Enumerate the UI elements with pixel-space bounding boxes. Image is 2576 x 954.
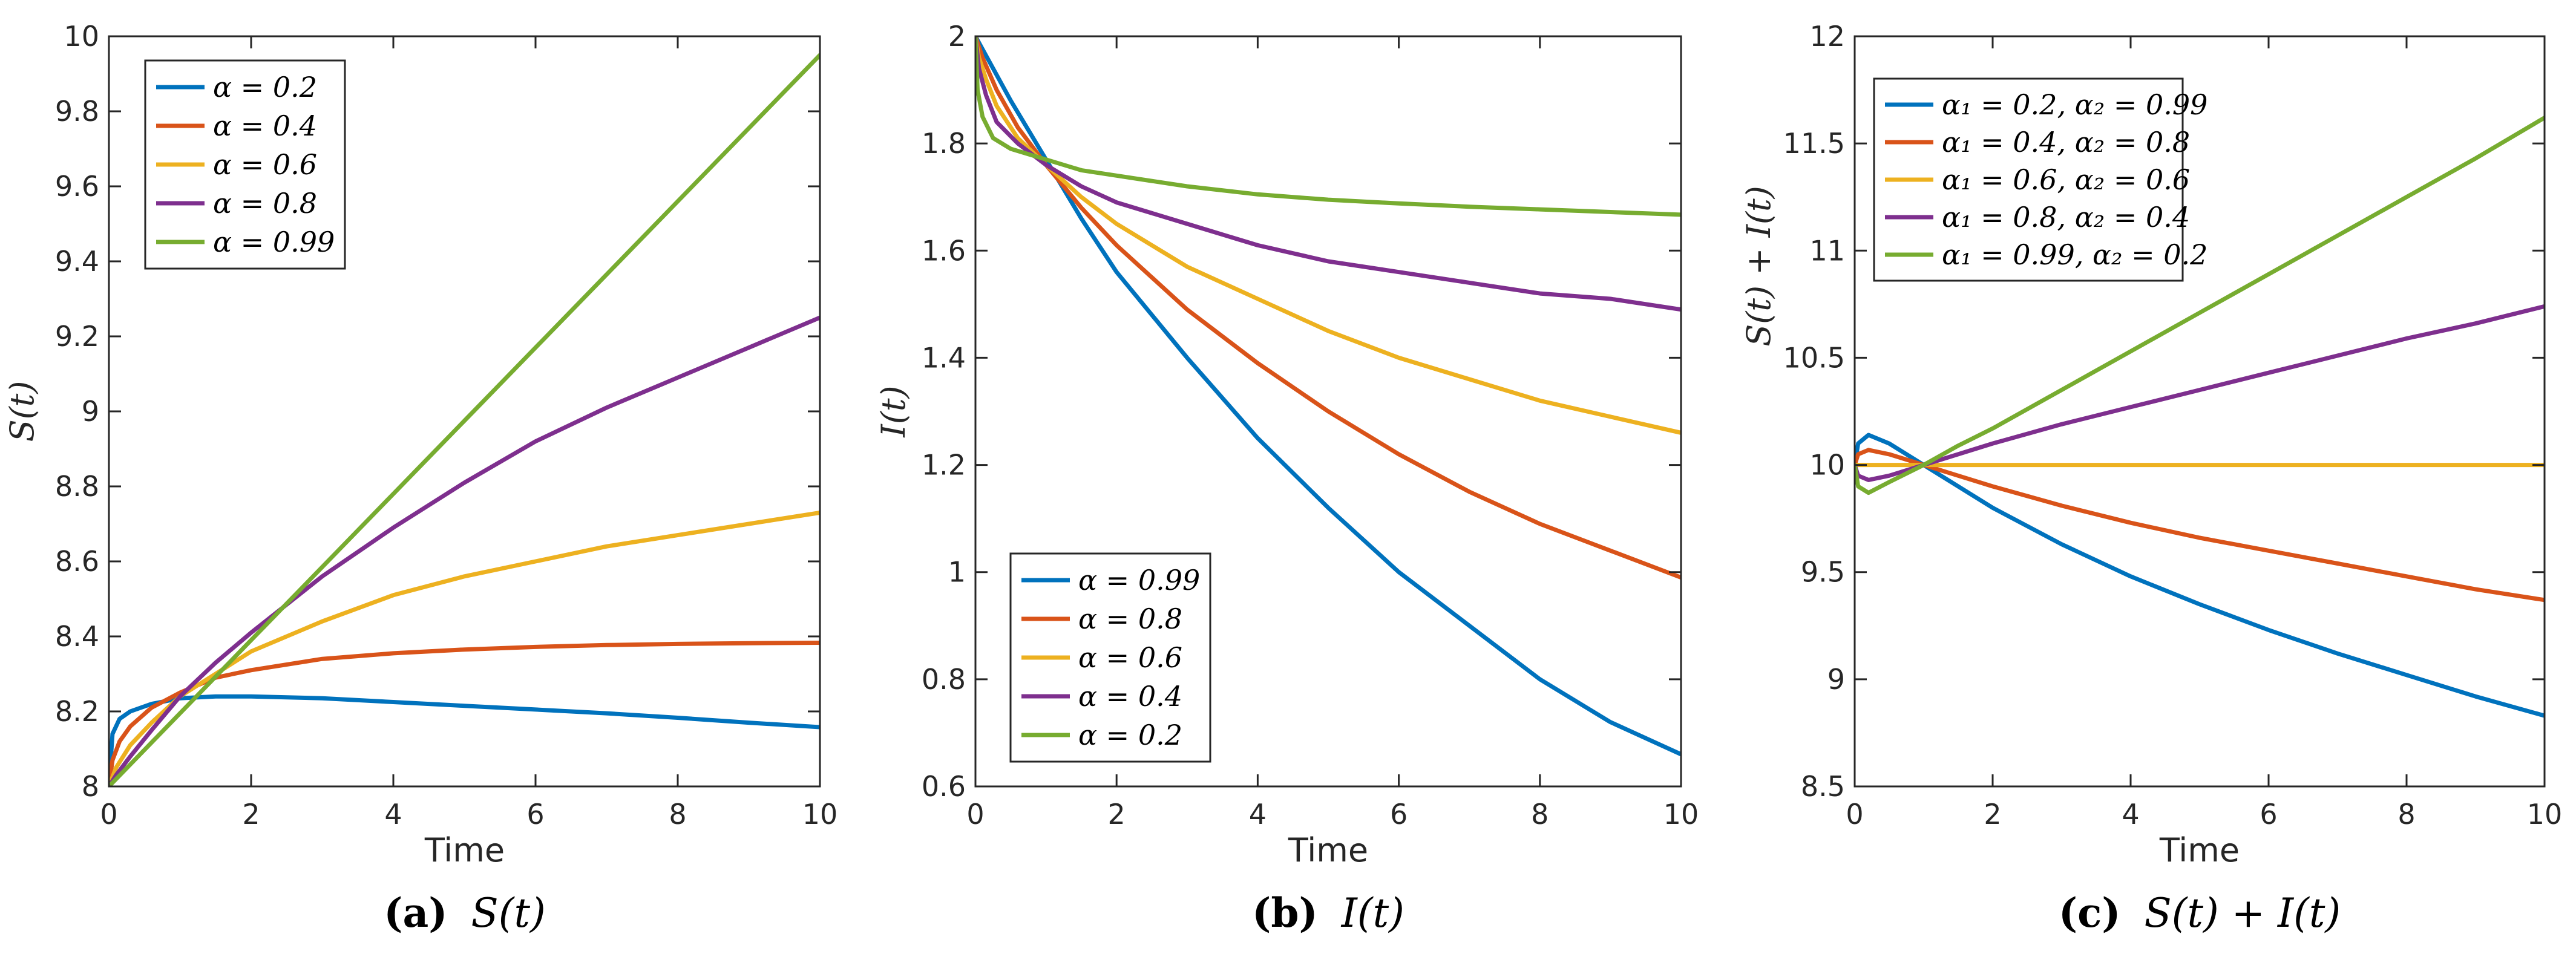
y-tick-label-a-1: 8.2 <box>55 695 99 728</box>
caption-b: (b) I(t) <box>1252 889 1404 936</box>
x-tick-label-c-3: 6 <box>2260 798 2277 831</box>
legend-label-c-1: α₁ = 0.4, α₂ = 0.8 <box>1942 126 2190 158</box>
y-tick-label-b-5: 1.6 <box>922 234 966 267</box>
series-line-a-1 <box>109 641 820 786</box>
legend-label-b-0: α = 0.99 <box>1078 564 1200 596</box>
y-tick-label-c-4: 10.5 <box>1783 341 1845 374</box>
legend-label-a-1: α = 0.4 <box>213 109 317 142</box>
legend-label-b-2: α = 0.6 <box>1078 641 1182 674</box>
y-tick-label-a-7: 9.4 <box>55 245 99 278</box>
x-tick-label-c-5: 10 <box>2527 798 2563 831</box>
panel-c: 0 2 4 6 8 10 8.5 9 9.5 10 10.5 11 11.5 12 α₁ = 0.2, α₂… <box>1740 20 2562 936</box>
x-tick-label-a-2: 4 <box>384 798 402 831</box>
y-tick-label-c-3: 10 <box>1809 449 1845 482</box>
series-line-a-0 <box>109 694 820 786</box>
series-line-a-4 <box>109 53 820 786</box>
legend-label-a-2: α = 0.6 <box>213 148 317 181</box>
xlabel-a: Time <box>424 831 505 869</box>
legend-label-a-4: α = 0.99 <box>213 226 335 258</box>
series-line-c-0 <box>1855 433 2545 718</box>
ylabel-c: S(t) + I(t) <box>1740 186 1778 347</box>
y-tick-label-b-6: 1.8 <box>922 127 966 160</box>
caption-letter-b: (b) <box>1252 889 1318 936</box>
legend-label-c-2: α₁ = 0.6, α₂ = 0.6 <box>1942 163 2190 196</box>
series-line-c-4 <box>1855 116 2545 495</box>
legend-label-b-1: α = 0.8 <box>1078 603 1182 635</box>
caption-letter-a: (a) <box>384 889 447 936</box>
x-tick-label-c-4: 8 <box>2397 798 2415 831</box>
series-line-b-2 <box>975 36 1681 435</box>
x-tick-label-b-1: 2 <box>1108 798 1126 831</box>
x-tick-label-c-1: 2 <box>1984 798 2001 831</box>
y-tick-label-a-5: 9 <box>82 395 99 428</box>
caption-text-a: S(t) <box>471 890 545 936</box>
y-tick-label-c-5: 11 <box>1809 234 1845 267</box>
series-line-c-1 <box>1855 448 2545 603</box>
y-tick-label-a-4: 8.8 <box>55 470 99 503</box>
x-tick-label-c-0: 0 <box>1846 798 1863 831</box>
axes-box-b <box>974 35 1682 788</box>
x-tick-label-c-2: 4 <box>2122 798 2139 831</box>
x-tick-label-a-4: 8 <box>669 798 686 831</box>
x-tick-label-b-3: 6 <box>1390 798 1408 831</box>
xlabel-b: Time <box>1288 831 1368 869</box>
y-tick-label-b-1: 0.8 <box>922 663 966 696</box>
x-tick-label-a-1: 2 <box>242 798 260 831</box>
xlabel-c: Time <box>2159 831 2240 869</box>
legend-label-c-4: α₁ = 0.99, α₂ = 0.2 <box>1942 238 2207 271</box>
y-tick-label-c-0: 8.5 <box>1801 770 1845 803</box>
y-tick-label-b-0: 0.6 <box>922 770 966 803</box>
series-line-a-3 <box>109 315 820 786</box>
legend-label-a-0: α = 0.2 <box>213 71 317 103</box>
series-line-b-1 <box>975 36 1681 580</box>
axes-box-c <box>1853 35 2546 788</box>
x-tick-label-a-5: 10 <box>802 798 838 831</box>
caption-text-c: S(t) + I(t) <box>2145 890 2341 936</box>
y-tick-label-a-8: 9.6 <box>55 170 99 203</box>
legend-label-c-0: α₁ = 0.2, α₂ = 0.99 <box>1942 88 2207 121</box>
x-tick-label-b-5: 10 <box>1663 798 1699 831</box>
plot-c: 0 2 4 6 8 10 8.5 9 9.5 10 10.5 11 11.5 12 α₁ = 0.2, α₂… <box>1783 20 2563 831</box>
series-line-b-4 <box>975 36 1681 217</box>
legend-label-c-3: α₁ = 0.8, α₂ = 0.4 <box>1942 201 2190 234</box>
caption-a: (a) S(t) <box>384 889 545 936</box>
y-tick-label-c-6: 11.5 <box>1783 127 1845 160</box>
caption-text-b: I(t) <box>1341 890 1404 936</box>
series-line-c-3 <box>1855 304 2545 482</box>
x-tick-label-b-4: 8 <box>1531 798 1549 831</box>
y-tick-label-a-2: 8.4 <box>55 620 99 653</box>
caption-letter-c: (c) <box>2059 889 2121 936</box>
legend-label-b-4: α = 0.2 <box>1078 719 1182 751</box>
series-line-a-2 <box>109 510 820 786</box>
x-tick-label-a-3: 6 <box>526 798 544 831</box>
y-tick-label-a-0: 8 <box>82 770 99 803</box>
panel-a: 0 2 4 6 8 10 8 8.2 8.4 8.6 8.8 9 9.2 9.4 9.6 9.8 10 α = 0… <box>3 20 837 936</box>
legend-label-a-3: α = 0.8 <box>213 187 317 220</box>
plot-b: 0 2 4 6 8 10 0.6 0.8 1 1.2 1.4 1.6 1.8 2 α = 0.99 α = 0… <box>922 20 1699 831</box>
ylabel-a: S(t) <box>3 381 41 442</box>
ylabel-b: I(t) <box>874 385 913 437</box>
caption-c: (c) S(t) + I(t) <box>2059 889 2341 936</box>
y-tick-label-c-7: 12 <box>1809 20 1845 53</box>
y-tick-label-a-10: 10 <box>64 20 99 53</box>
y-tick-label-b-3: 1.2 <box>922 449 966 482</box>
y-tick-label-b-4: 1.4 <box>922 341 966 374</box>
plot-a: 0 2 4 6 8 10 8 8.2 8.4 8.6 8.8 9 9.2 9.4 9.6 9.8 10 α = 0… <box>55 20 837 831</box>
y-tick-label-a-9: 9.8 <box>55 95 99 128</box>
legend-label-b-3: α = 0.4 <box>1078 680 1182 713</box>
series-line-b-3 <box>975 36 1681 312</box>
y-tick-label-b-2: 1 <box>948 556 966 589</box>
y-tick-label-a-3: 8.6 <box>55 545 99 578</box>
x-tick-label-a-0: 0 <box>100 798 117 831</box>
x-tick-label-b-2: 4 <box>1249 798 1267 831</box>
y-tick-label-c-1: 9 <box>1827 663 1845 696</box>
y-tick-label-b-7: 2 <box>948 20 966 53</box>
y-tick-label-c-2: 9.5 <box>1801 556 1845 589</box>
panel-b: 0 2 4 6 8 10 0.6 0.8 1 1.2 1.4 1.6 1.8 2 α = 0.99 α = 0… <box>874 20 1699 936</box>
y-tick-label-a-6: 9.2 <box>55 320 99 353</box>
x-tick-label-b-0: 0 <box>966 798 984 831</box>
